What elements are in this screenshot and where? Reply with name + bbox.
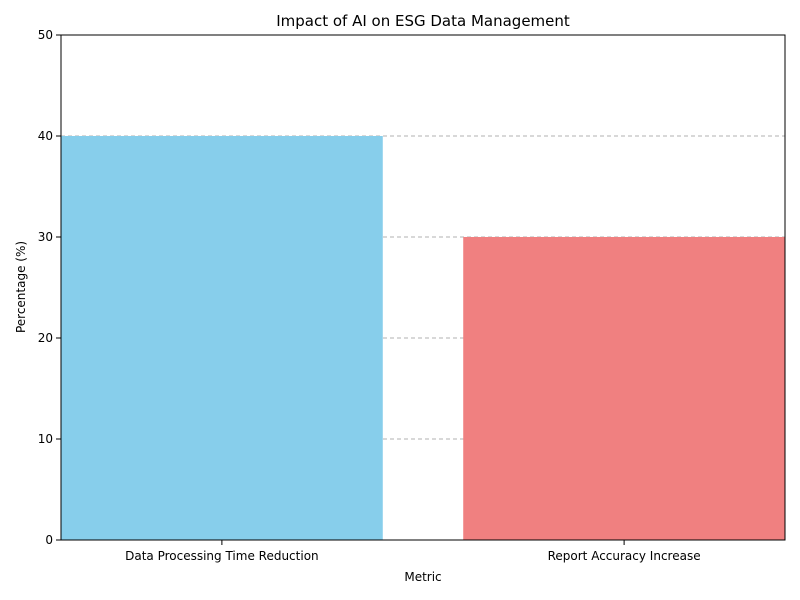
x-axis: Data Processing Time Reduction Report Acc… <box>125 540 701 563</box>
y-tick-label: 10 <box>38 432 53 446</box>
bar-0 <box>61 136 383 540</box>
bar-1 <box>463 237 785 540</box>
y-axis: 0 10 20 30 40 50 <box>38 28 61 547</box>
plot-frame <box>60 34 786 541</box>
y-tick-label: 40 <box>38 129 53 143</box>
y-tick-label: 0 <box>45 533 53 547</box>
x-axis-label: Metric <box>404 570 441 584</box>
y-tick-label: 20 <box>38 331 53 345</box>
x-tick-label: Data Processing Time Reduction <box>125 549 319 563</box>
y-axis-label: Percentage (%) <box>14 241 28 333</box>
y-tick-label: 30 <box>38 230 53 244</box>
x-tick-label: Report Accuracy Increase <box>548 549 701 563</box>
chart-title: Impact of AI on ESG Data Management <box>276 12 570 30</box>
bars <box>61 136 785 540</box>
y-tick-label: 50 <box>38 28 53 42</box>
